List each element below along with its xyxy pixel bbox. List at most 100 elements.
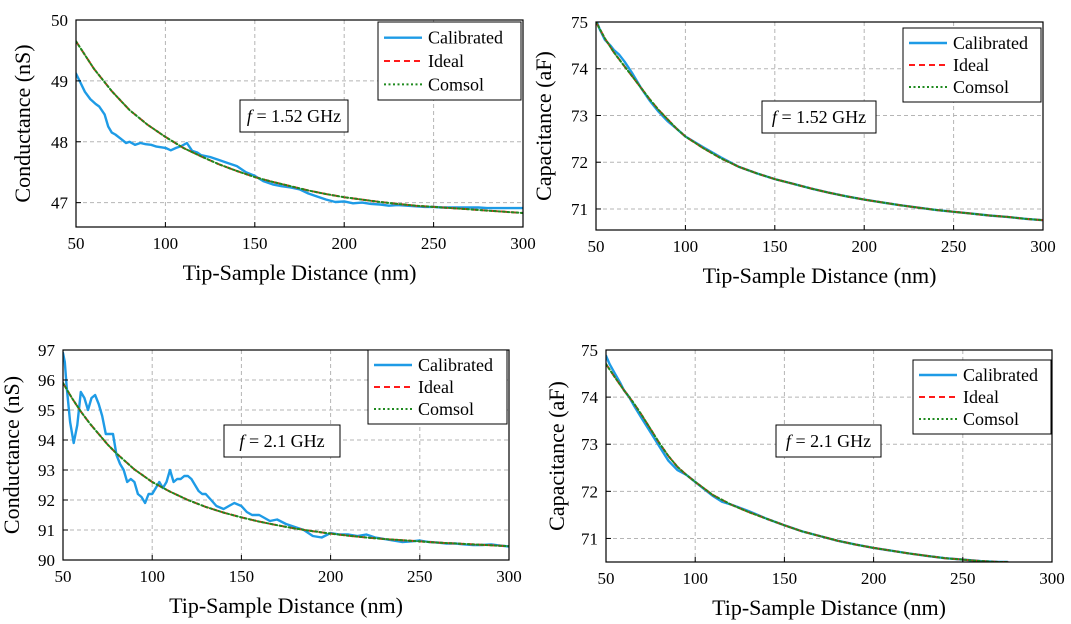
annotation-text: f = 2.1 GHz xyxy=(786,431,871,451)
x-axis-label: Tip-Sample Distance (nm) xyxy=(183,260,417,285)
legend-label-comsol: Comsol xyxy=(953,77,1009,97)
frequency-annotation: f = 2.1 GHz xyxy=(775,424,882,458)
y-tick-label: 48 xyxy=(51,133,68,152)
panel-capacitance-2p1ghz: 50 100 150 200 250 300 71 72 73 74 75 Tip-Sample Di… xyxy=(544,341,1065,620)
legend-label-ideal: Ideal xyxy=(418,377,454,397)
y-axis-label: Capacitance (aF) xyxy=(544,381,569,531)
series-group xyxy=(76,40,523,214)
x-tick-label: 100 xyxy=(682,569,708,588)
x-tick-label: 300 xyxy=(1030,237,1056,256)
frequency-annotation: f = 1.52 GHz xyxy=(239,99,349,133)
x-tick-label: 300 xyxy=(510,234,536,253)
x-tick-label: 100 xyxy=(673,237,699,256)
panel-conductance-1p52ghz: 50 100 150 200 250 300 47 48 49 50 Tip-Sample Dist… xyxy=(10,11,536,285)
x-tick-label: 150 xyxy=(772,569,798,588)
legend-label-ideal: Ideal xyxy=(953,55,989,75)
x-tick-label: 50 xyxy=(588,237,605,256)
y-tick-label: 92 xyxy=(38,491,55,510)
x-tick-label: 250 xyxy=(941,237,967,256)
plot-frame xyxy=(605,349,1053,563)
y-tick-label: 95 xyxy=(38,401,55,420)
plot-frame xyxy=(62,349,510,561)
x-tick-label: 300 xyxy=(496,567,522,586)
y-tick-label: 90 xyxy=(38,551,55,570)
annotation-value: = 1.52 GHz xyxy=(252,106,341,126)
panel-capacitance-1p52ghz: 50 100 150 200 250 300 71 72 73 74 75 Tip-Sample Di… xyxy=(531,13,1056,288)
series-line-comsol xyxy=(63,382,509,548)
y-tick-label: 91 xyxy=(38,521,55,540)
x-tick-label: 100 xyxy=(153,234,179,253)
legend-box xyxy=(912,359,1052,435)
y-axis-label: Conductance (nS) xyxy=(0,376,24,534)
x-tick-label: 250 xyxy=(421,234,447,253)
y-tick-label: 93 xyxy=(38,461,55,480)
y-axis-label: Conductance (nS) xyxy=(10,44,35,202)
y-tick-label: 49 xyxy=(51,72,68,91)
y-tick-label: 47 xyxy=(51,194,69,213)
annotation-box xyxy=(761,100,877,134)
annotation-box xyxy=(223,424,341,458)
legend-label-comsol: Comsol xyxy=(963,409,1019,429)
x-tick-label: 200 xyxy=(331,234,357,253)
legend-box xyxy=(377,21,522,101)
panel-conductance-2p1ghz: 50 100 150 200 250 300 90 91 92 93 94 95 96 97 Tip-Sam… xyxy=(0,341,522,618)
y-tick-label: 73 xyxy=(581,435,598,454)
plot-frame xyxy=(595,21,1044,231)
x-tick-label: 200 xyxy=(861,569,887,588)
x-tick-label: 50 xyxy=(598,569,615,588)
frequency-annotation: f = 1.52 GHz xyxy=(761,100,877,134)
y-tick-label: 75 xyxy=(581,341,598,360)
series-group xyxy=(63,351,509,548)
x-tick-label: 200 xyxy=(318,567,344,586)
y-tick-label: 74 xyxy=(571,60,589,79)
x-tick-label: 50 xyxy=(68,234,85,253)
legend-label-calibrated: Calibrated xyxy=(428,28,503,48)
annotation-value: = 2.1 GHz xyxy=(791,431,871,451)
annotation-box xyxy=(775,424,882,458)
annotation-symbol: f xyxy=(772,107,780,127)
x-tick-label: 300 xyxy=(1039,569,1065,588)
y-axis-label: Capacitance (aF) xyxy=(531,51,556,201)
y-tick-label: 94 xyxy=(38,431,56,450)
legend-label-comsol: Comsol xyxy=(428,74,484,94)
annotation-symbol: f xyxy=(239,431,247,451)
y-tick-label: 50 xyxy=(51,11,68,30)
x-tick-label: 150 xyxy=(229,567,255,586)
x-tick-label: 250 xyxy=(950,569,976,588)
x-tick-label: 150 xyxy=(762,237,788,256)
legend-label-calibrated: Calibrated xyxy=(418,355,493,375)
series-group xyxy=(596,22,1043,222)
annotation-text: f = 1.52 GHz xyxy=(772,107,866,127)
legend-label-calibrated: Calibrated xyxy=(953,33,1028,53)
y-tick-label: 96 xyxy=(38,371,55,390)
x-tick-label: 250 xyxy=(407,567,433,586)
annotation-symbol: f xyxy=(247,106,255,126)
legend: Calibrated Ideal Comsol xyxy=(377,21,522,101)
y-tick-label: 71 xyxy=(571,200,588,219)
y-tick-label: 73 xyxy=(571,106,588,125)
annotation-value: = 2.1 GHz xyxy=(244,431,324,451)
series-line-comsol xyxy=(606,363,1009,562)
y-tick-label: 72 xyxy=(571,153,588,172)
annotation-text: f = 1.52 GHz xyxy=(247,106,341,126)
legend-label-ideal: Ideal xyxy=(428,51,464,71)
x-tick-label: 150 xyxy=(242,234,268,253)
y-tick-label: 97 xyxy=(38,341,56,360)
annotation-box xyxy=(239,99,349,133)
y-tick-label: 72 xyxy=(581,482,598,501)
x-axis-label: Tip-Sample Distance (nm) xyxy=(169,593,403,618)
x-axis-label: Tip-Sample Distance (nm) xyxy=(712,595,946,620)
legend-label-calibrated: Calibrated xyxy=(963,365,1038,385)
x-tick-label: 50 xyxy=(55,567,72,586)
y-tick-label: 74 xyxy=(581,388,599,407)
y-tick-label: 75 xyxy=(571,13,588,32)
series-line-comsol xyxy=(596,22,1043,222)
legend-box xyxy=(902,27,1042,103)
legend-label-ideal: Ideal xyxy=(963,387,999,407)
series-line-comsol xyxy=(76,40,523,214)
plot-frame xyxy=(75,19,524,228)
annotation-value: = 1.52 GHz xyxy=(777,107,866,127)
annotation-symbol: f xyxy=(786,431,794,451)
